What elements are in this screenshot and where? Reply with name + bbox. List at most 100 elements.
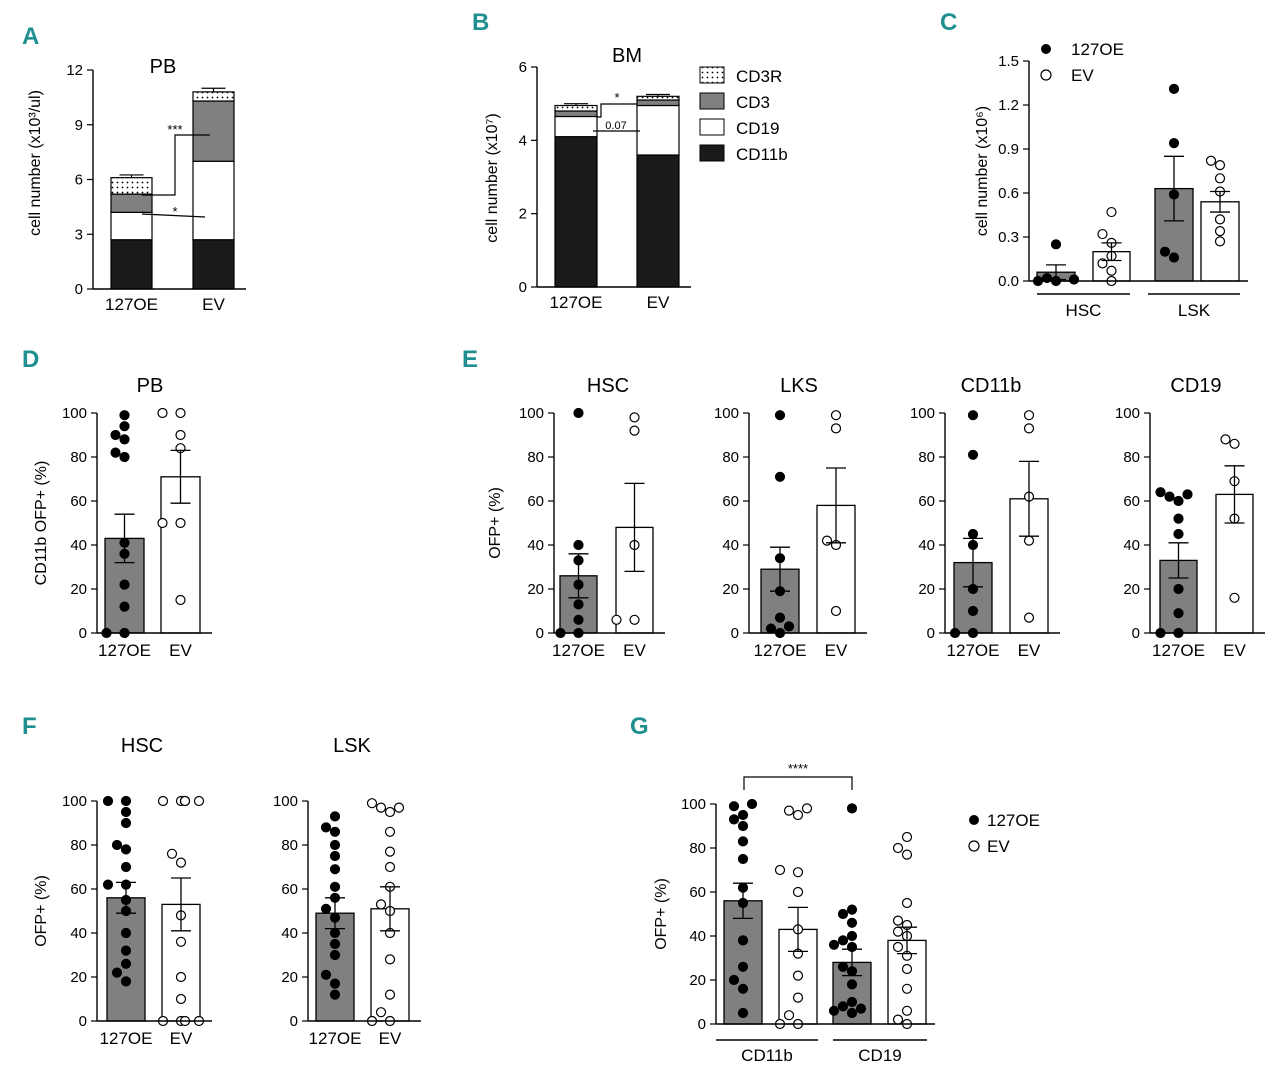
title-a: PB	[150, 56, 177, 78]
y-tick-label-E2: 0	[731, 625, 739, 642]
data-point-ev	[901, 963, 913, 975]
stacked-bar-cd19	[110, 211, 153, 241]
y-tick-label-C: 1.2	[998, 97, 1019, 114]
x-category-label-D: EV	[169, 641, 192, 660]
y-tick-label-F1: 80	[70, 837, 87, 854]
sig-bracket-a-triple	[142, 134, 210, 196]
legend-swatch-cd19	[699, 118, 725, 136]
data-point-127oe	[119, 421, 130, 432]
y-tick-label-D: 20	[70, 581, 87, 598]
y-tick-label-F2: 80	[281, 837, 298, 854]
data-point-127oe	[837, 935, 849, 946]
data-point-127oe	[573, 614, 584, 625]
group-label-C: HSC	[1066, 301, 1102, 320]
data-point-127oe	[774, 612, 786, 623]
x-category-label-E1: EV	[623, 641, 646, 660]
data-point-127oe	[119, 434, 130, 445]
data-point-127oe	[846, 803, 858, 814]
ylabel-d: CD11b OFP+ (%)	[33, 461, 50, 586]
panel-label-a: A	[22, 23, 39, 50]
data-point-127oe	[1164, 491, 1175, 502]
data-point-127oe	[111, 839, 123, 851]
data-point-127oe	[320, 903, 332, 914]
legend-label-ev: EV	[1071, 66, 1094, 85]
data-point-127oe	[846, 904, 858, 915]
data-point-ev	[1229, 592, 1240, 603]
data-point-127oe	[783, 621, 795, 632]
y-tick-label-E2: 100	[714, 405, 739, 422]
data-point-127oe	[1168, 83, 1180, 94]
title-d: PB	[137, 375, 164, 397]
y-tick-label-D: 100	[62, 405, 87, 422]
data-point-127oe	[320, 822, 332, 833]
y-tick-label-C: 0.3	[998, 229, 1019, 246]
data-point-ev	[1214, 160, 1226, 171]
data-point-ev	[175, 936, 187, 947]
title-e-cd11b: CD11b	[961, 375, 1022, 397]
ylabel-a: cell number (x10³/ul)	[27, 90, 44, 236]
title-b: BM	[612, 45, 642, 67]
data-point-ev	[1097, 228, 1108, 240]
sig-g-quad: ****	[788, 761, 808, 776]
data-point-127oe	[728, 801, 740, 812]
data-point-127oe	[120, 945, 132, 956]
legend-marker-127oe-g	[969, 815, 979, 825]
stacked-bar-cd19	[554, 115, 598, 138]
y-tick-label-E2: 40	[722, 537, 739, 554]
data-point-127oe	[573, 407, 584, 419]
data-point-ev	[892, 926, 904, 937]
data-point-127oe	[329, 826, 341, 837]
data-point-ev	[179, 795, 191, 807]
data-point-ev	[375, 1007, 387, 1018]
legend-swatch-cd3	[699, 92, 725, 110]
y-tick-label-B: 6	[519, 59, 527, 76]
data-point-127oe	[1182, 489, 1193, 500]
data-point-ev	[1023, 423, 1035, 434]
data-point-127oe	[120, 958, 132, 969]
data-point-ev	[1205, 155, 1217, 166]
data-point-127oe	[846, 996, 858, 1008]
panel-label-e: E	[462, 346, 478, 373]
y-tick-label-E3: 60	[918, 493, 935, 510]
data-point-127oe	[329, 927, 341, 939]
y-tick-label-G: 40	[689, 928, 706, 945]
data-point-127oe	[573, 539, 584, 551]
x-category-label-F2: 127OE	[309, 1029, 362, 1048]
y-tick-label-E1: 100	[519, 405, 544, 422]
data-point-127oe	[774, 471, 786, 482]
data-point-127oe	[329, 850, 341, 862]
data-point-127oe	[728, 974, 740, 986]
x-category-label-E4: EV	[1223, 641, 1246, 660]
panel-label-f: F	[22, 713, 37, 740]
legend-label-127oe-g: 127OE	[987, 811, 1040, 830]
data-point-ev	[830, 410, 842, 421]
y-tick-label-E1: 60	[527, 493, 544, 510]
data-point-ev	[1220, 434, 1231, 445]
data-point-127oe	[846, 1007, 858, 1019]
data-point-ev	[175, 594, 186, 606]
data-point-127oe	[329, 989, 341, 1000]
legend-marker-ev	[1040, 69, 1052, 81]
data-point-ev	[783, 805, 795, 816]
title-f-hsc: HSC	[121, 735, 163, 757]
data-point-127oe	[1173, 608, 1184, 619]
plots-layer: 0 3 6 9 12 127OE EV 0 2 4 6 127OE EV 0.0 0.3 0.6 0.9 1.2 1…	[62, 53, 1265, 1065]
data-point-127oe	[329, 978, 341, 989]
data-point-ev	[901, 831, 913, 843]
data-point-ev	[892, 842, 904, 854]
data-point-127oe	[765, 623, 777, 634]
title-f-lsk: LSK	[333, 735, 371, 757]
legend-g: 127OE EV	[968, 811, 1040, 856]
data-point-127oe	[728, 814, 740, 825]
data-point-ev	[611, 614, 622, 625]
data-point-127oe	[737, 820, 749, 832]
title-e-lks: LKS	[780, 375, 818, 397]
data-point-127oe	[329, 938, 341, 950]
data-point-ev	[892, 941, 904, 953]
data-point-127oe	[967, 449, 979, 460]
y-tick-label-C: 1.5	[998, 53, 1019, 70]
data-point-ev	[375, 802, 387, 813]
data-point-127oe	[967, 605, 979, 617]
y-tick-label-E4: 60	[1123, 493, 1140, 510]
stacked-bar-cd3	[636, 99, 680, 107]
